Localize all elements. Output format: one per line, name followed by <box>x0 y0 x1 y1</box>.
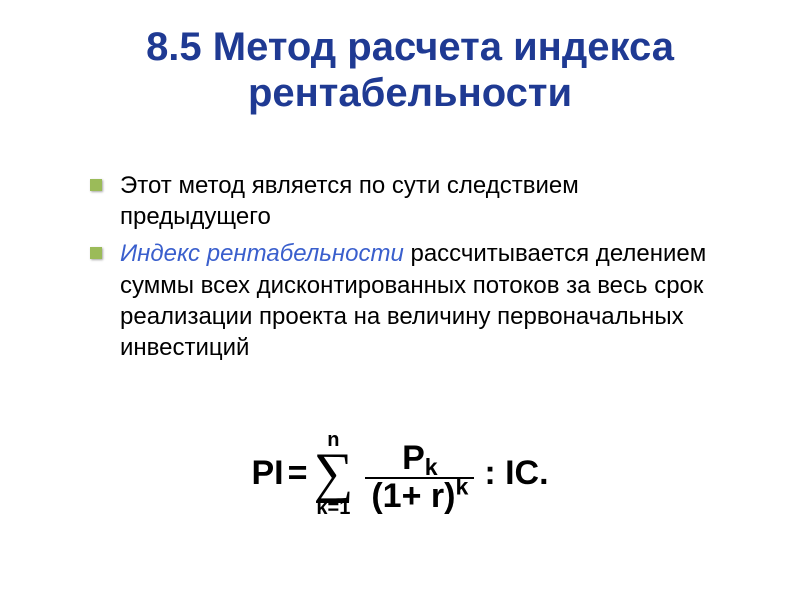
formula-tail: : IC. <box>484 454 548 493</box>
formula-equals: = <box>288 454 308 493</box>
numerator-base: P <box>402 439 425 477</box>
bullet-plain-before: Этот метод является по сути следствием п… <box>120 172 579 230</box>
list-item: Этот метод является по сути следствием п… <box>90 170 730 232</box>
bullet-text: Индекс рентабельности рассчитывается дел… <box>120 238 730 363</box>
sigma-lower-bound: k=1 <box>316 498 350 518</box>
title-line-2: рентабельности <box>60 70 760 116</box>
formula-area: PI = n ∑ k=1 Pk (1+ r)k : IC. <box>0 430 800 518</box>
denominator-var: r) <box>431 477 456 515</box>
denominator-exponent: k <box>455 473 468 499</box>
fraction: Pk (1+ r)k <box>365 441 474 514</box>
bullet-text: Этот метод является по сути следствием п… <box>120 170 730 232</box>
formula-lhs: PI <box>251 454 283 493</box>
bullet-keyword: Индекс рентабельности <box>120 240 404 267</box>
profitability-index-formula: PI = n ∑ k=1 Pk (1+ r)k : IC. <box>251 430 548 518</box>
title-line-1: 8.5 Метод расчета индекса <box>60 24 760 70</box>
list-item: Индекс рентабельности рассчитывается дел… <box>90 238 730 363</box>
sigma-block: n ∑ k=1 <box>313 430 353 518</box>
bullet-list: Этот метод является по сути следствием п… <box>90 170 730 369</box>
slide-title: 8.5 Метод расчета индекса рентабельности <box>60 24 760 116</box>
sigma-icon: ∑ <box>313 450 353 498</box>
denominator-plus: + <box>402 477 422 515</box>
bullet-icon <box>90 179 102 191</box>
fraction-numerator: Pk <box>396 441 444 477</box>
fraction-denominator: (1+ r)k <box>365 479 474 515</box>
bullet-icon <box>90 247 102 259</box>
denominator-open: (1 <box>371 477 401 515</box>
slide: 8.5 Метод расчета индекса рентабельности… <box>0 0 800 600</box>
